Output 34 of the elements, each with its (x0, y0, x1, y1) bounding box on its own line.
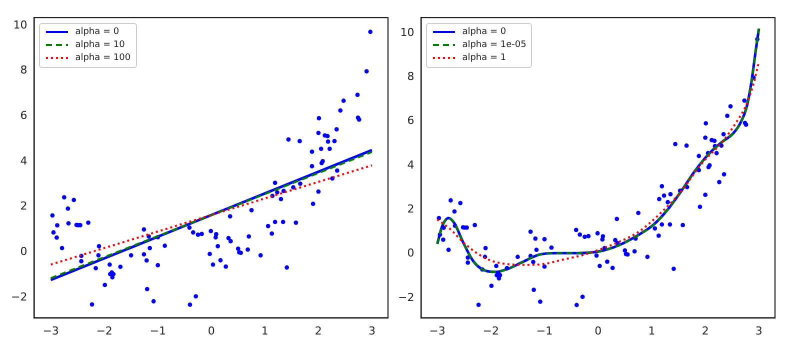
x-tick-label: −3 (42, 324, 59, 338)
x-tick-label: −2 (482, 324, 500, 338)
legend-label: alpha = 1 (462, 52, 506, 65)
y-tick-label: 10 (400, 26, 414, 39)
legend-label: alpha = 1e-05 (462, 38, 526, 52)
y-tick-label: −2 (10, 290, 28, 304)
x-tick-label: 1 (648, 324, 656, 338)
legend-label: alpha = 0 (462, 26, 506, 39)
y-tick-label: 10 (13, 18, 28, 32)
x-tick-label: −1 (150, 324, 166, 338)
y-tick-label: 0 (407, 246, 414, 260)
x-tick-label: 2 (314, 324, 322, 338)
y-tick-label: 4 (407, 158, 414, 172)
y-tick-label: 2 (20, 200, 28, 213)
y-tick-label: 6 (407, 114, 414, 128)
y-tick-label: 4 (20, 154, 28, 168)
x-tick-label: −1 (536, 324, 553, 338)
x-tick-label: 3 (755, 324, 762, 338)
legend-label: alpha = 10 (75, 38, 125, 52)
x-tick-label: 2 (702, 324, 709, 338)
y-tick-label: 0 (20, 244, 28, 258)
y-tick-label: 8 (407, 70, 414, 84)
x-tick-label: −2 (96, 324, 112, 338)
x-tick-label: 3 (368, 324, 376, 338)
x-tick-label: −3 (429, 324, 446, 338)
y-tick-label: 2 (407, 202, 414, 216)
y-tick-label: 8 (20, 64, 28, 77)
legend-label: alpha = 0 (75, 26, 120, 39)
legend-label: alpha = 100 (75, 52, 131, 65)
x-tick-label: 0 (594, 324, 602, 338)
x-tick-label: 0 (208, 324, 215, 338)
y-tick-label: −2 (398, 290, 414, 304)
y-tick-label: 6 (20, 109, 28, 122)
x-tick-label: 1 (261, 324, 268, 338)
